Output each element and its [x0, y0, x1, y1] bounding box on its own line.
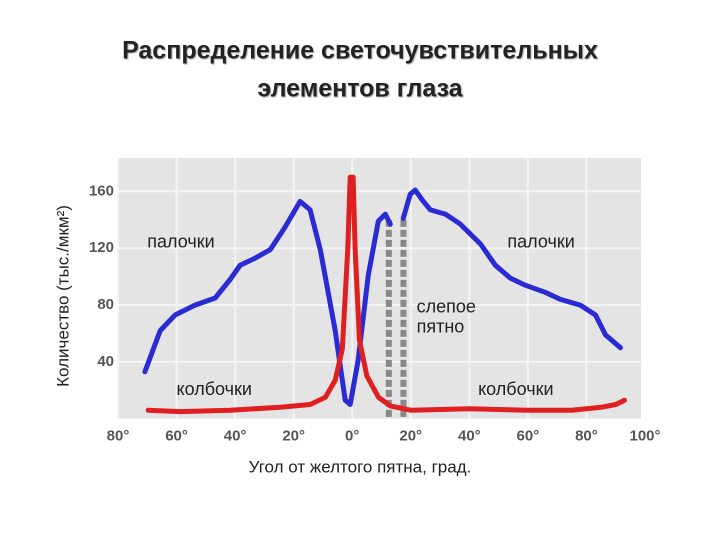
data-line [142, 187, 623, 407]
x-tick-label: 80° [575, 428, 598, 445]
x-tick-label: 100° [629, 428, 660, 445]
chart-title: элементов глаза [257, 75, 463, 103]
annotation: колбочки [478, 379, 553, 399]
x-tick-label: 0° [345, 428, 359, 445]
y-tick-label: 40 [97, 353, 114, 370]
x-tick-label: 60° [517, 428, 540, 445]
y-tick-label: 120 [89, 239, 114, 256]
x-axis-label: Угол от желтого пятна, град. [249, 457, 472, 476]
x-tick-label: 40° [224, 428, 247, 445]
x-tick-label: 60° [165, 428, 188, 445]
chart-title: Распределение светочувствительных [122, 37, 598, 65]
data-line [145, 174, 627, 415]
annotation: колбочки [177, 379, 252, 399]
y-tick-label: 160 [89, 182, 114, 199]
annotation: пятно [417, 317, 465, 337]
x-tick-label: 80° [107, 428, 130, 445]
y-tick-label: 80 [97, 296, 114, 313]
annotation: слепое [417, 297, 476, 317]
annotation: палочки [147, 231, 214, 251]
x-tick-label: 40° [458, 428, 481, 445]
x-tick-label: 20° [399, 428, 422, 445]
annotation: палочки [507, 231, 574, 251]
y-axis-label: Количество (тыс./мкм²) [53, 205, 72, 387]
x-tick-label: 20° [282, 428, 305, 445]
plot-area [118, 158, 641, 419]
